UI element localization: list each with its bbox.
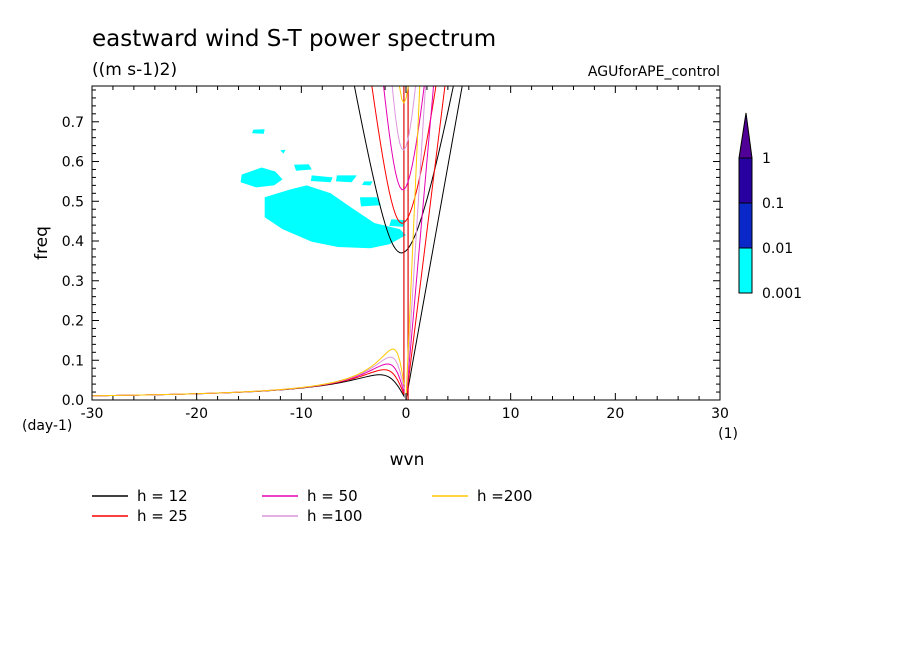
- x-tick-labels: -30 -20 -10 0 10 20 30: [81, 406, 729, 422]
- legend-label-h25: h = 25: [137, 507, 188, 525]
- shaded-region-5: [362, 181, 373, 186]
- x-axis-label: wvn: [390, 450, 425, 470]
- colorbar-label-3: 1: [762, 151, 771, 167]
- legend: h = 12 h = 25 h = 50 h =100 h =200: [92, 487, 532, 525]
- x-tick-label: 30: [711, 406, 729, 422]
- colorbar: 0.001 0.01 0.1 1: [738, 112, 802, 302]
- y-tick-label: 0.1: [62, 353, 84, 369]
- curve-h25-kelvin: [405, 86, 446, 400]
- y-tick-label: 0.5: [62, 194, 84, 210]
- shaded-region-1: [240, 167, 283, 188]
- colorbar-label-0: 0.001: [762, 286, 802, 302]
- y-unit: (day-1): [22, 418, 72, 434]
- curve-h25-ig: [371, 86, 437, 224]
- curve-h50-ig: [383, 86, 425, 191]
- colorbar-label-2: 0.1: [762, 196, 784, 212]
- curve-h25-rossby-mrg: [92, 0, 720, 401]
- curve-h200-kelvin: [405, 86, 421, 400]
- axis-ticks: [91, 86, 721, 401]
- x-tick-label: -20: [185, 406, 208, 422]
- x-tick-label: 0: [402, 406, 411, 422]
- x-tick-label: 20: [606, 406, 624, 422]
- legend-label-h100: h =100: [307, 507, 362, 525]
- chart-units: ((m s-1)2): [92, 60, 177, 80]
- curve-h50-rossby-mrg: [92, 363, 405, 397]
- shaded-region-8: [359, 197, 381, 207]
- y-tick-label: 0.6: [62, 155, 84, 171]
- curve-h12-ig: [353, 86, 454, 254]
- colorbar-label-1: 0.01: [762, 241, 793, 257]
- curve-h12-kelvin: [405, 86, 463, 400]
- shaded-region-4: [335, 175, 357, 183]
- y-tick-label: 0.0: [62, 393, 84, 409]
- y-tick-label: 0.4: [62, 234, 84, 250]
- shaded-region-6: [252, 129, 265, 134]
- curve-h50-kelvin: [405, 86, 435, 400]
- y-tick-label: 0.2: [62, 314, 84, 330]
- y-tick-label: 0.7: [62, 115, 84, 131]
- shaded-region-2: [294, 164, 312, 171]
- curve-h200-rossby-mrg: [92, 348, 405, 397]
- legend-label-h200: h =200: [477, 487, 532, 505]
- colorbar-box-lowest: [738, 247, 753, 294]
- colorbar-top-triangle: [738, 112, 753, 159]
- shaded-region-7: [280, 149, 286, 154]
- curve-h12-rossby-mrg: [92, 0, 720, 402]
- run-name: AGUforAPE_control: [588, 64, 720, 80]
- shaded-region-9: [389, 219, 406, 227]
- colorbar-box-0-1-to-1: [738, 157, 753, 204]
- dispersion-curves: [92, 0, 720, 402]
- legend-label-h12: h = 12: [137, 487, 188, 505]
- curve-h100-ig: [391, 86, 417, 151]
- curve-h100-kelvin: [405, 86, 426, 400]
- chart-title: eastward wind S-T power spectrum: [92, 26, 496, 52]
- x-tick-label: 10: [502, 406, 520, 422]
- y-axis-label: freq: [32, 226, 52, 260]
- y-tick-labels: 0.0 0.1 0.2 0.3 0.4 0.5 0.6 0.7: [62, 115, 84, 409]
- plot-frame: [91, 85, 721, 401]
- shaded-region-0: [264, 185, 406, 249]
- shaded-region-3: [310, 175, 333, 183]
- legend-label-h50: h = 50: [307, 487, 358, 505]
- x-unit: (1): [718, 426, 738, 442]
- spectrum-shading: [240, 129, 406, 249]
- x-tick-label: -30: [81, 406, 104, 422]
- x-tick-label: -10: [290, 406, 313, 422]
- colorbar-box-0-01-to-0-1: [738, 202, 753, 249]
- curve-h200-ig: [399, 86, 409, 104]
- y-tick-label: 0.3: [62, 274, 84, 290]
